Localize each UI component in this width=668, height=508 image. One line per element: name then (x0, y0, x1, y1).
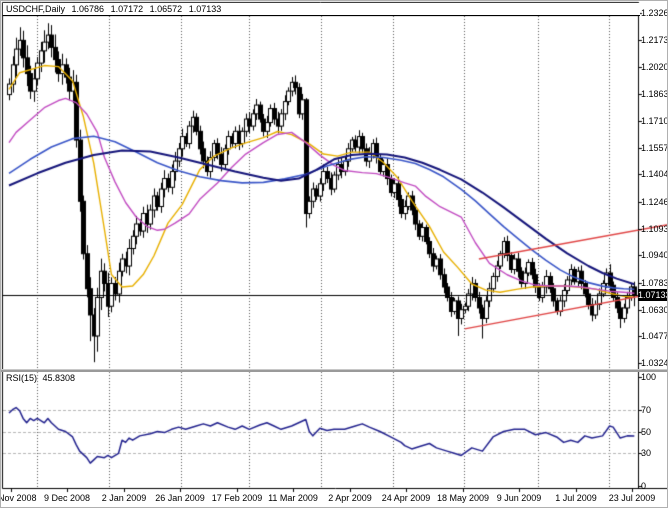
current-price-tag: 1.07133 (638, 289, 668, 301)
date-axis[interactable]: 17 Nov 2008 9 Dec 2008 2 Jan 2009 26 Jan 20… (1, 489, 667, 507)
price-axis[interactable]: 1.23265 1.21735 1.20205 1.18630 1.17100 1.155… (639, 1, 667, 489)
date-axis-label: 24 Apr 2009 (381, 493, 431, 503)
price-axis-label: 1.23265 (641, 8, 667, 18)
price-axis-label: 1.09405 (641, 250, 667, 260)
price-axis-label: 1.14040 (641, 169, 667, 179)
rsi-indicator-label: RSI(15) 45.8308 (6, 373, 78, 383)
date-axis-label: 9 Dec 2008 (43, 493, 91, 503)
price-axis-label: 1.03240 (641, 358, 667, 368)
date-axis-label: 1 Jul 2009 (555, 493, 597, 503)
date-axis-label: 17 Feb 2009 (211, 493, 263, 503)
date-axis-label: 26 Jan 2009 (155, 493, 205, 503)
price-axis-label: 1.06300 (641, 305, 667, 315)
price-axis-label: 1.10935 (641, 224, 667, 234)
date-axis-label: 23 Jul 2009 (608, 493, 656, 503)
rsi-axis-label: 70 (641, 405, 652, 415)
ohlc-open: 1.06786 (71, 4, 105, 14)
ohlc-high: 1.07172 (110, 4, 144, 14)
date-axis-label: 11 Mar 2009 (268, 493, 318, 503)
price-axis-label: 1.20205 (641, 62, 667, 72)
price-axis-label: 1.12465 (641, 197, 667, 207)
ohlc-low: 1.06572 (149, 4, 183, 14)
date-axis-label: 2 Apr 2009 (328, 493, 372, 503)
symbol-period-label: USDCHF,Daily (6, 4, 66, 14)
chart-title-bar: USDCHF,Daily 1.06786 1.07172 1.06572 1.0… (3, 3, 640, 16)
date-axis-label: 9 Jun 2009 (496, 493, 542, 503)
rsi-value: 45.8308 (42, 373, 76, 383)
price-axis-label: 1.17100 (641, 116, 667, 126)
rsi-axis-label: 0 (641, 481, 647, 491)
price-axis-label: 1.18630 (641, 89, 667, 99)
price-axis-label: 1.04770 (641, 331, 667, 341)
date-axis-label: 17 Nov 2008 (1, 493, 37, 503)
ohlc-close: 1.07133 (188, 4, 222, 14)
panel-splitter[interactable] (1, 369, 667, 372)
date-axis-label: 2 Jan 2009 (101, 493, 147, 503)
price-axis-label: 1.07830 (641, 278, 667, 288)
rsi-axis-label: 50 (641, 427, 652, 437)
price-axis-label: 1.21735 (641, 35, 667, 45)
date-axis-label: 18 May 2009 (436, 493, 490, 503)
price-axis-label: 1.15570 (641, 143, 667, 153)
rsi-name: RSI(15) (6, 373, 38, 383)
rsi-axis-label: 100 (641, 372, 657, 382)
rsi-axis-label: 30 (641, 448, 652, 458)
